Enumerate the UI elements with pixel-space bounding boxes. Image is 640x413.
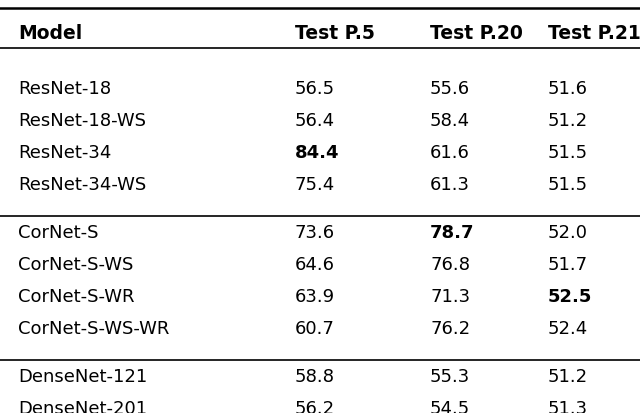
Text: ResNet-18: ResNet-18 bbox=[18, 80, 111, 98]
Text: 51.2: 51.2 bbox=[548, 112, 588, 130]
Text: 61.3: 61.3 bbox=[430, 176, 470, 194]
Text: Test P.5: Test P.5 bbox=[295, 24, 375, 43]
Text: ResNet-34: ResNet-34 bbox=[18, 144, 111, 162]
Text: ResNet-34-WS: ResNet-34-WS bbox=[18, 176, 147, 194]
Text: 56.4: 56.4 bbox=[295, 112, 335, 130]
Text: 51.2: 51.2 bbox=[548, 368, 588, 386]
Text: CorNet-S-WS: CorNet-S-WS bbox=[18, 256, 133, 274]
Text: ResNet-18-WS: ResNet-18-WS bbox=[18, 112, 146, 130]
Text: 71.3: 71.3 bbox=[430, 288, 470, 306]
Text: Test P.21: Test P.21 bbox=[548, 24, 640, 43]
Text: 52.4: 52.4 bbox=[548, 320, 588, 338]
Text: 55.3: 55.3 bbox=[430, 368, 470, 386]
Text: CorNet-S: CorNet-S bbox=[18, 224, 99, 242]
Text: 63.9: 63.9 bbox=[295, 288, 335, 306]
Text: 52.0: 52.0 bbox=[548, 224, 588, 242]
Text: 52.5: 52.5 bbox=[548, 288, 593, 306]
Text: 55.6: 55.6 bbox=[430, 80, 470, 98]
Text: 51.5: 51.5 bbox=[548, 144, 588, 162]
Text: Test P.20: Test P.20 bbox=[430, 24, 523, 43]
Text: DenseNet-121: DenseNet-121 bbox=[18, 368, 147, 386]
Text: 54.5: 54.5 bbox=[430, 400, 470, 413]
Text: 61.6: 61.6 bbox=[430, 144, 470, 162]
Text: DenseNet-201: DenseNet-201 bbox=[18, 400, 147, 413]
Text: 76.2: 76.2 bbox=[430, 320, 470, 338]
Text: 73.6: 73.6 bbox=[295, 224, 335, 242]
Text: 64.6: 64.6 bbox=[295, 256, 335, 274]
Text: 58.8: 58.8 bbox=[295, 368, 335, 386]
Text: 78.7: 78.7 bbox=[430, 224, 474, 242]
Text: 76.8: 76.8 bbox=[430, 256, 470, 274]
Text: Model: Model bbox=[18, 24, 83, 43]
Text: 51.7: 51.7 bbox=[548, 256, 588, 274]
Text: 75.4: 75.4 bbox=[295, 176, 335, 194]
Text: 51.3: 51.3 bbox=[548, 400, 588, 413]
Text: 84.4: 84.4 bbox=[295, 144, 339, 162]
Text: 51.5: 51.5 bbox=[548, 176, 588, 194]
Text: 58.4: 58.4 bbox=[430, 112, 470, 130]
Text: 60.7: 60.7 bbox=[295, 320, 335, 338]
Text: 56.5: 56.5 bbox=[295, 80, 335, 98]
Text: 56.2: 56.2 bbox=[295, 400, 335, 413]
Text: 51.6: 51.6 bbox=[548, 80, 588, 98]
Text: CorNet-S-WR: CorNet-S-WR bbox=[18, 288, 134, 306]
Text: CorNet-S-WS-WR: CorNet-S-WS-WR bbox=[18, 320, 170, 338]
